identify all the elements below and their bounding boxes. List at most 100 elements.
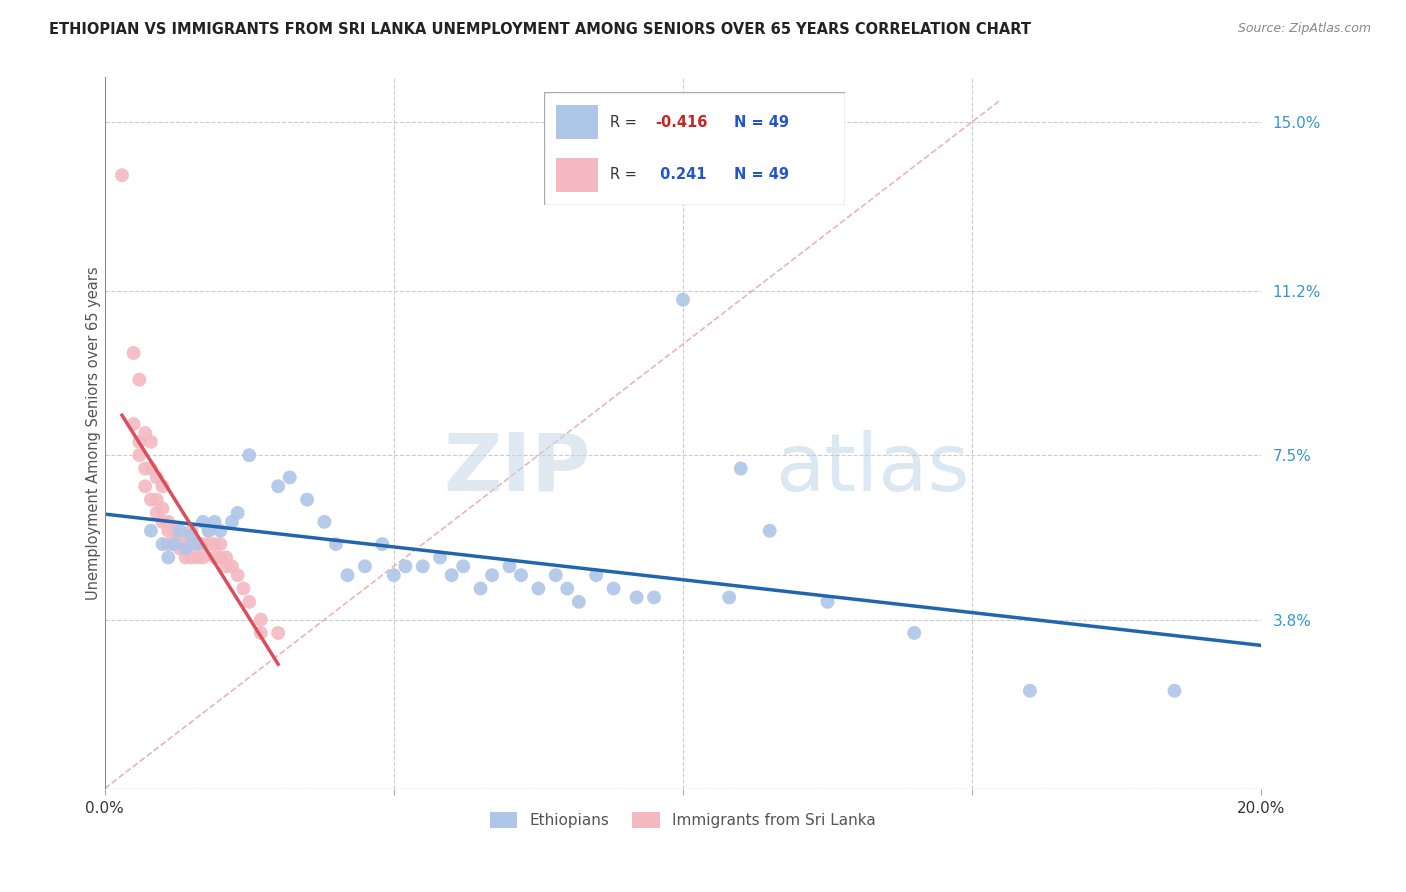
Point (122, 346, 145, 360)
Point (470, 582, 492, 596)
Point (221, 559, 243, 574)
Point (267, 626, 290, 640)
Point (718, 591, 741, 605)
Point (134, 425, 156, 440)
Point (758, 524, 780, 538)
Text: atlas: atlas (776, 430, 970, 508)
Point (1163, 683, 1185, 698)
Point (145, 492, 167, 507)
Point (174, 537, 197, 551)
Point (197, 524, 219, 538)
Point (128, 434, 150, 449)
Point (152, 479, 174, 493)
Point (498, 559, 520, 574)
Point (157, 550, 180, 565)
Point (295, 492, 318, 507)
Point (157, 524, 180, 538)
Point (429, 550, 451, 565)
Point (643, 591, 665, 605)
Point (527, 582, 550, 596)
Point (278, 470, 301, 484)
Point (238, 448, 260, 462)
Point (336, 568, 359, 582)
Legend: Ethiopians, Immigrants from Sri Lanka: Ethiopians, Immigrants from Sri Lanka (484, 806, 882, 834)
Point (152, 515, 174, 529)
Point (157, 537, 180, 551)
Point (174, 550, 197, 565)
Point (481, 568, 503, 582)
Point (221, 515, 243, 529)
Point (122, 417, 145, 431)
Point (111, 168, 134, 182)
Text: ZIP: ZIP (443, 430, 591, 508)
Y-axis label: Unemployment Among Seniors over 65 years: Unemployment Among Seniors over 65 years (86, 266, 101, 599)
Point (204, 515, 226, 529)
Point (412, 559, 434, 574)
Point (226, 568, 249, 582)
Point (249, 613, 271, 627)
Point (204, 550, 226, 565)
Point (394, 559, 416, 574)
Point (191, 515, 214, 529)
Point (180, 528, 202, 542)
Point (134, 461, 156, 475)
Point (371, 537, 394, 551)
Point (163, 537, 186, 551)
Point (145, 506, 167, 520)
Point (215, 559, 238, 574)
Point (354, 559, 377, 574)
Point (145, 470, 167, 484)
Point (232, 582, 254, 596)
Point (626, 591, 648, 605)
Point (197, 537, 219, 551)
Point (169, 541, 191, 556)
Point (139, 461, 162, 475)
Point (249, 626, 271, 640)
Point (555, 582, 578, 596)
Point (226, 506, 249, 520)
Point (152, 501, 174, 516)
Point (191, 550, 214, 565)
Point (817, 595, 839, 609)
Point (215, 550, 238, 565)
Text: ETHIOPIAN VS IMMIGRANTS FROM SRI LANKA UNEMPLOYMENT AMONG SENIORS OVER 65 YEARS : ETHIOPIAN VS IMMIGRANTS FROM SRI LANKA U… (49, 22, 1031, 37)
Point (568, 595, 591, 609)
Point (186, 550, 208, 565)
Point (382, 568, 405, 582)
Point (209, 524, 232, 538)
Point (139, 492, 162, 507)
Point (157, 515, 180, 529)
Point (134, 479, 156, 493)
Point (730, 461, 752, 475)
Point (128, 373, 150, 387)
Text: Source: ZipAtlas.com: Source: ZipAtlas.com (1237, 22, 1371, 36)
Point (585, 568, 607, 582)
Point (209, 537, 232, 551)
Point (139, 434, 162, 449)
Point (209, 550, 232, 565)
Point (186, 537, 208, 551)
Point (169, 524, 191, 538)
Point (197, 524, 219, 538)
Point (325, 537, 347, 551)
Point (204, 537, 226, 551)
Point (510, 568, 533, 582)
Point (267, 479, 290, 493)
Point (139, 524, 162, 538)
Point (169, 528, 191, 542)
Point (544, 568, 567, 582)
Point (238, 595, 260, 609)
Point (163, 537, 186, 551)
Point (451, 559, 474, 574)
Point (440, 568, 463, 582)
Point (180, 550, 202, 565)
Point (191, 537, 214, 551)
Point (128, 448, 150, 462)
Point (1019, 683, 1042, 698)
Point (180, 537, 202, 551)
Point (314, 515, 336, 529)
Point (602, 582, 624, 596)
Point (903, 626, 925, 640)
Point (174, 541, 197, 556)
Point (152, 537, 174, 551)
